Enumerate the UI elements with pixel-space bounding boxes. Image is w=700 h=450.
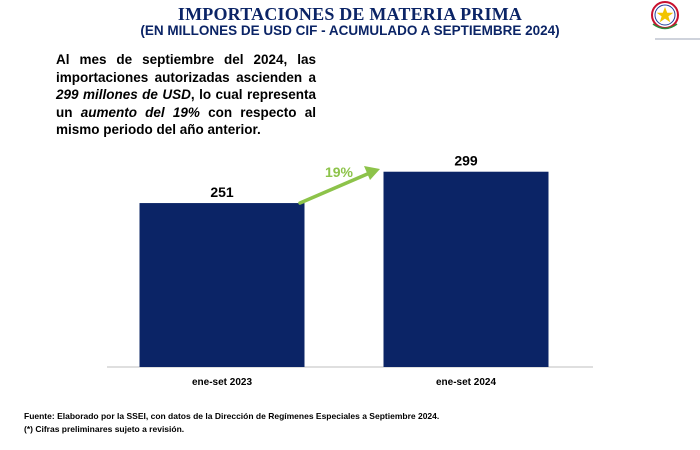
summary-highlight-amount: 299 millones de USD xyxy=(56,87,191,102)
source-note: Fuente: Elaborado por la SSEI, con datos… xyxy=(24,410,439,423)
bar-2 xyxy=(383,171,549,367)
page-title: IMPORTACIONES DE MATERIA PRIMA xyxy=(177,4,523,24)
preliminary-note: (*) Cifras preliminares sujeto a revisió… xyxy=(24,423,185,434)
source-label: Fuente: xyxy=(24,411,55,421)
bar-chart: 251 ene-set 2023 299 ene-set 2024 19% xyxy=(107,153,593,388)
data-label-2: 299 xyxy=(454,153,478,169)
summary-highlight-increase: aumento del 19% xyxy=(80,104,200,120)
summary-text: Al mes de septiembre del 2024, las impor… xyxy=(56,51,316,139)
page-subtitle: (EN MILLONES DE USD CIF - ACUMULADO A SE… xyxy=(140,23,560,38)
x-tick-label-1: ene-set 2023 xyxy=(192,377,252,388)
summary-part-3: con respecto al mismo periodo del año an… xyxy=(56,104,316,138)
growth-arrowhead xyxy=(364,166,380,180)
national-seal-icon xyxy=(651,1,679,30)
growth-label: 19% xyxy=(325,164,354,180)
header-divider xyxy=(655,38,700,40)
summary-part-1: Al mes de septiembre del 2024, las impor… xyxy=(56,52,316,85)
summary-part-2: , lo cual representa un xyxy=(56,87,316,120)
bar-1 xyxy=(139,203,305,367)
footer: Fuente: Elaborado por la SSEI, con datos… xyxy=(24,410,439,435)
data-label-1: 251 xyxy=(210,184,234,200)
x-tick-label-2: ene-set 2024 xyxy=(436,377,496,388)
growth-arrow xyxy=(298,170,374,205)
source-text: Elaborado por la SSEI, con datos de la D… xyxy=(54,411,440,421)
